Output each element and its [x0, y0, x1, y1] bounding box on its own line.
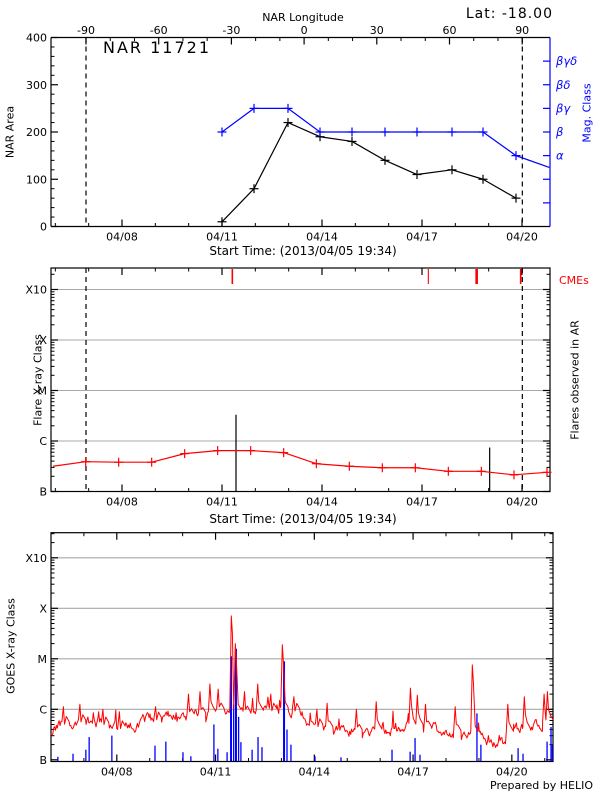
panel1-right-axis-label: Mag. Class: [580, 83, 594, 143]
latitude-label: Lat: -18.00: [465, 6, 553, 22]
nar-area-curve: [221, 121, 517, 223]
goes-flux-curve: [50, 615, 554, 748]
mag-class-tick-label: βγ: [555, 101, 571, 115]
date-tick-label: 04/08: [101, 766, 133, 779]
date-tick-label: 04/17: [406, 496, 438, 509]
panel3-border: [50, 532, 554, 763]
date-tick-label: 04/14: [306, 496, 338, 509]
longitude-tick-label: -90: [77, 24, 95, 37]
date-tick-label: 04/08: [106, 496, 138, 509]
xray-class-tick-label: X: [39, 602, 47, 615]
date-tick-label: 04/14: [306, 231, 338, 244]
panel2-border: [50, 267, 551, 493]
xray-class-tick-label: X10: [25, 552, 47, 565]
date-tick-label: 04/20: [506, 231, 538, 244]
xray-class-tick-label: B: [39, 754, 47, 767]
panel2-x-axis-title: Start Time: (2013/04/05 19:34): [209, 512, 397, 526]
date-tick-label: 04/08: [106, 231, 138, 244]
date-tick-label: 04/14: [298, 766, 330, 779]
xray-class-tick-label: C: [39, 435, 47, 448]
area-tick-label: 200: [26, 126, 47, 139]
longitude-tick-label: 60: [442, 24, 456, 37]
panel2-y-axis-label: Flare X-ray Class: [31, 334, 45, 426]
xray-class-tick-label: X10: [25, 284, 47, 297]
mag-class-tick-label: β: [555, 125, 563, 139]
xray-class-tick-label: M: [38, 653, 48, 666]
date-tick-label: 04/17: [406, 231, 438, 244]
flare-index-curve: [52, 449, 548, 476]
credit-label: Prepared by HELIO: [490, 779, 593, 792]
date-tick-label: 04/11: [200, 766, 232, 779]
mag-class-tick-label: α: [556, 149, 564, 163]
longitude-tick-label: -60: [150, 24, 168, 37]
cme-row-label: CMEs: [559, 274, 589, 287]
longitude-tick-label: 30: [370, 24, 384, 37]
date-tick-label: 04/17: [397, 766, 429, 779]
panel2-right-axis-label: Flares observed in AR: [568, 320, 582, 440]
date-tick-label: 04/11: [206, 496, 238, 509]
date-tick-label: 04/11: [206, 231, 238, 244]
mag-class-tick-label: βγδ: [555, 54, 577, 68]
area-tick-label: 300: [26, 79, 47, 92]
xray-class-tick-label: M: [38, 385, 48, 398]
panel1-y-axis-label: NAR Area: [3, 105, 17, 159]
longitude-tick-label: 90: [515, 24, 529, 37]
area-tick-label: 400: [26, 32, 47, 45]
xray-class-tick-label: B: [39, 486, 47, 499]
area-tick-label: 100: [26, 173, 47, 186]
panel3-y-axis-label: GOES X-ray Class: [4, 598, 18, 694]
longitude-tick-label: -30: [222, 24, 240, 37]
date-tick-label: 04/20: [506, 496, 538, 509]
longitude-tick-label: 0: [301, 24, 308, 37]
panel1-x-axis-title: Start Time: (2013/04/05 19:34): [209, 244, 397, 258]
date-tick-label: 04/20: [496, 766, 528, 779]
mag-class-curve: [221, 107, 550, 169]
xray-class-tick-label: C: [39, 703, 47, 716]
xray-class-tick-label: X: [39, 334, 47, 347]
mag-class-tick-label: βδ: [555, 78, 570, 92]
longitude-axis-title: NAR Longitude: [262, 11, 344, 24]
panel1-title: NAR 11721: [103, 38, 212, 57]
area-tick-label: 0: [40, 221, 47, 234]
